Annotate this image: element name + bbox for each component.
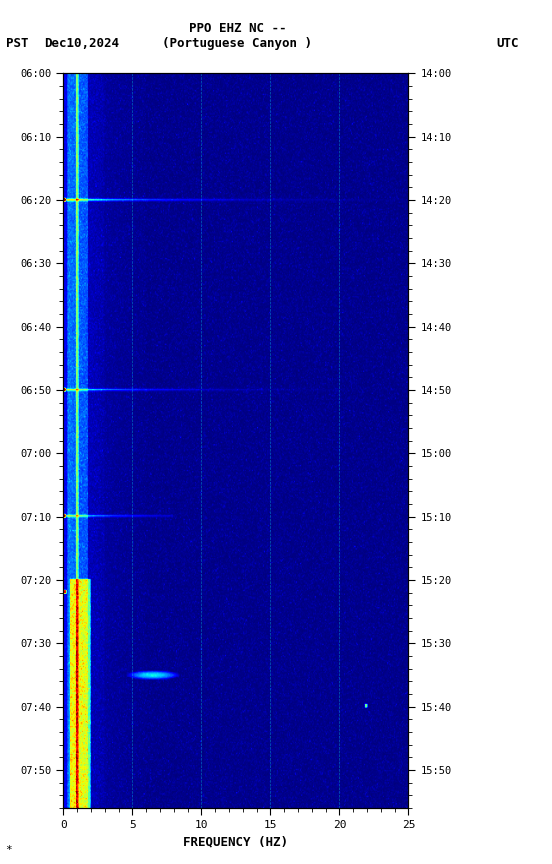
Text: (Portuguese Canyon ): (Portuguese Canyon ) [162,37,312,50]
Text: PST: PST [6,37,28,50]
Text: Dec10,2024: Dec10,2024 [44,37,119,50]
X-axis label: FREQUENCY (HZ): FREQUENCY (HZ) [183,835,289,848]
Text: UTC: UTC [497,37,519,50]
Text: *: * [6,845,12,855]
Text: PPO EHZ NC --: PPO EHZ NC -- [189,22,286,35]
